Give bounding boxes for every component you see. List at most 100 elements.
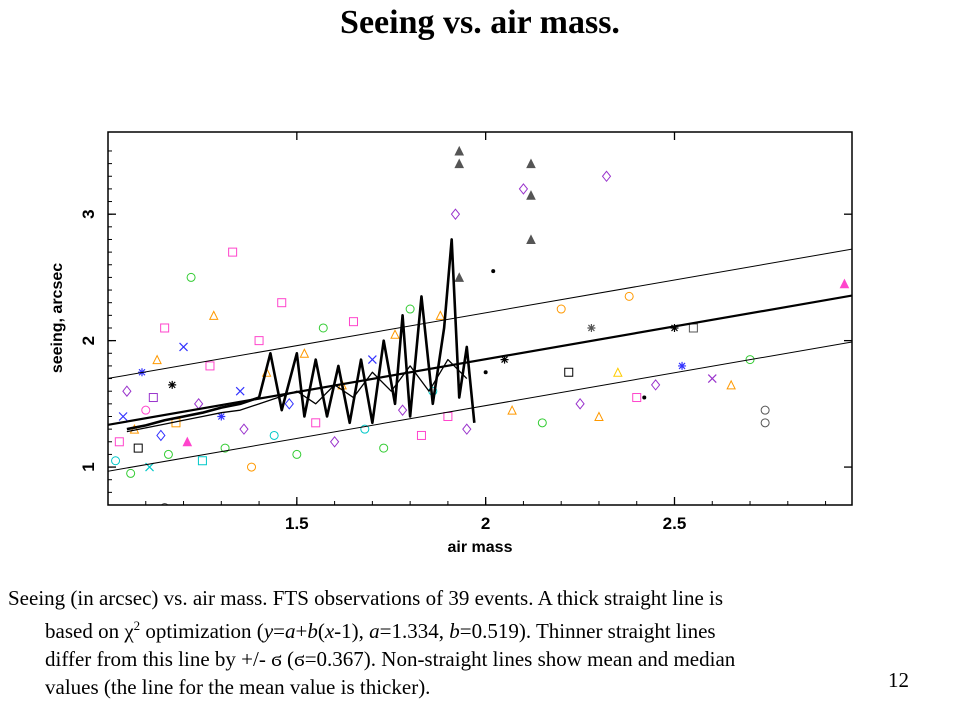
data-point-27 — [235, 386, 245, 396]
mean-line — [126, 238, 476, 431]
x-tick-label: 2.5 — [663, 514, 687, 533]
data-point-25 — [220, 443, 230, 453]
caption-text: =1.334, — [379, 619, 450, 643]
data-point-13 — [160, 323, 170, 333]
data-point-8 — [141, 405, 151, 415]
caption-text: optimization ( — [140, 619, 264, 643]
data-point-21 — [197, 456, 207, 466]
data-point-51 — [443, 411, 453, 421]
data-point-65 — [556, 304, 566, 314]
data-point-20 — [193, 398, 204, 410]
trend-lines — [108, 238, 852, 472]
data-point-69 — [594, 411, 604, 421]
data-point-28 — [239, 423, 249, 435]
data-point-55 — [454, 272, 465, 282]
x-tick-label: 1.5 — [285, 514, 309, 533]
data-point-41 — [348, 317, 358, 327]
data-point-66 — [564, 367, 574, 377]
data-point-77 — [678, 361, 687, 370]
data-point-30 — [254, 336, 264, 346]
data-point-54 — [454, 145, 465, 156]
var-x: x — [324, 619, 335, 643]
data-point-12 — [156, 429, 166, 442]
data-point-3 — [122, 385, 132, 398]
data-point-1 — [114, 437, 124, 447]
fit-line-fit+sigma — [108, 248, 852, 379]
data-point-2 — [118, 412, 128, 421]
data-point-14 — [163, 449, 173, 459]
slide-title: Seeing vs. air mass. — [340, 4, 620, 41]
caption-text: based on — [45, 619, 125, 643]
data-point-73 — [632, 393, 642, 403]
data-point-53 — [454, 158, 465, 169]
caption-text: = — [273, 619, 285, 643]
data-point-4 — [126, 468, 136, 478]
data-point-35 — [292, 449, 302, 459]
y-axis-label: seeing, arcsec — [49, 263, 66, 373]
scatter-markers — [111, 145, 850, 505]
data-point-84 — [839, 278, 850, 289]
data-point-45 — [390, 329, 400, 339]
data-point-26 — [228, 247, 238, 257]
data-point-74 — [642, 395, 647, 400]
caption-text: + — [295, 619, 308, 643]
data-point-34 — [284, 398, 294, 410]
median-line — [126, 358, 468, 433]
data-point-61 — [526, 158, 536, 169]
data-point-83 — [760, 418, 770, 428]
data-point-70 — [601, 170, 612, 183]
var-b: b — [449, 619, 460, 643]
data-point-79 — [707, 374, 717, 383]
data-point-47 — [405, 304, 415, 314]
data-point-19 — [186, 272, 196, 282]
data-point-43 — [367, 355, 377, 365]
chi-exponent: 2 — [133, 618, 141, 633]
data-point-42 — [360, 424, 370, 434]
data-point-44 — [379, 443, 389, 453]
data-point-78 — [688, 323, 698, 333]
caption-line-4: values (the line for the mean value is t… — [45, 675, 431, 699]
x-tick-label: 2 — [481, 514, 490, 533]
data-point-52 — [450, 208, 461, 220]
data-point-86 — [491, 269, 496, 274]
var-b: b — [307, 619, 318, 643]
data-point-85 — [160, 503, 169, 505]
y-tick-label: 1 — [79, 462, 98, 471]
plot-frame — [107, 131, 853, 506]
caption: Seeing (in arcsec) vs. air mass. FTS obs… — [8, 584, 948, 701]
caption-line-3: differ from this line by +/- ϭ (ϭ=0.367)… — [45, 647, 736, 671]
data-point-60 — [518, 183, 529, 195]
data-point-39 — [329, 435, 340, 448]
data-point-18 — [182, 436, 193, 447]
data-point-67 — [575, 398, 585, 410]
data-point-72 — [624, 291, 634, 301]
caption-line-2: based on χ2 optimization (y=a+b(x-1), a=… — [8, 612, 948, 645]
data-point-15 — [168, 380, 177, 389]
data-point-68 — [587, 323, 596, 332]
data-point-6 — [133, 443, 143, 453]
data-point-38 — [318, 323, 328, 333]
data-point-82 — [760, 405, 770, 415]
data-point-80 — [726, 379, 736, 390]
data-point-32 — [269, 430, 279, 440]
y-tick-label: 3 — [79, 209, 98, 218]
data-point-56 — [462, 423, 472, 435]
caption-text: =0.519). Thinner straight lines — [459, 619, 716, 643]
chi-symbol: χ — [124, 619, 134, 643]
data-point-58 — [500, 355, 509, 364]
data-point-36 — [299, 348, 310, 358]
var-y: y — [263, 619, 274, 643]
scatter-chart: 1.5 2 2.5 1 2 3 air mass seeing, arcsec — [49, 131, 853, 556]
data-point-57 — [483, 370, 488, 375]
data-point-11 — [152, 354, 162, 365]
data-point-29 — [247, 462, 257, 472]
data-point-37 — [311, 418, 321, 428]
data-point-63 — [526, 234, 536, 244]
fit-line-fit — [108, 294, 852, 426]
data-point-23 — [208, 310, 219, 320]
data-point-46 — [397, 404, 408, 416]
var-a: a — [284, 619, 296, 643]
caption-line-1: Seeing (in arcsec) vs. air mass. FTS obs… — [8, 586, 724, 610]
data-point-48 — [416, 430, 426, 440]
data-point-24 — [217, 412, 226, 421]
